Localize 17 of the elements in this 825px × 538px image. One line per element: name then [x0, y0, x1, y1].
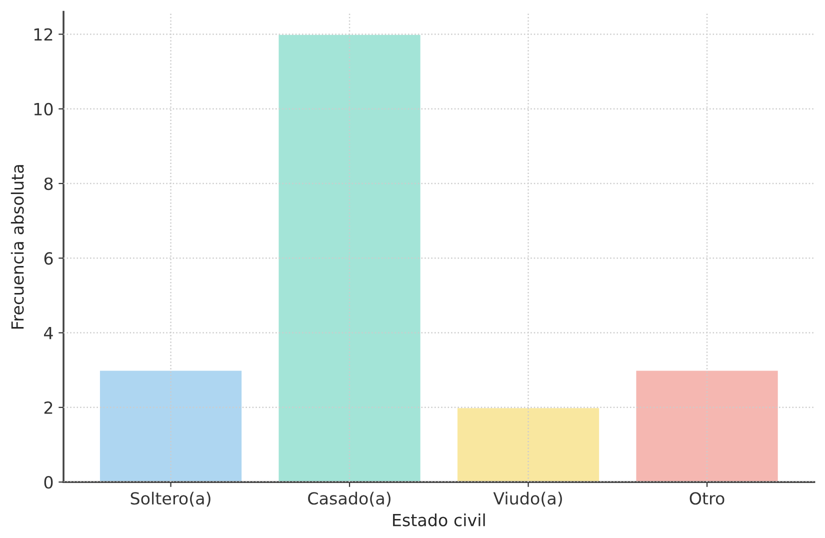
- bar: [277, 34, 422, 482]
- y-tick-label: 6: [44, 252, 53, 265]
- y-tick-label: 10: [34, 102, 53, 116]
- y-tick-label: 0: [44, 476, 53, 489]
- x-tick-label: Casado(a): [308, 492, 390, 507]
- bar: [98, 369, 243, 482]
- y-tick-label: 12: [34, 28, 52, 41]
- x-tick-label: Otro: [690, 492, 724, 505]
- x-axis-title: Estado civil: [393, 513, 485, 526]
- x-tick-label: Soltero(a): [130, 492, 210, 507]
- y-tick-label: 4: [44, 326, 53, 340]
- y-tick-label: 2: [44, 401, 52, 414]
- bar: [456, 406, 600, 482]
- bar: [634, 369, 780, 482]
- y-tick-label: 8: [44, 177, 53, 190]
- y-axis-title: Frecuencia absoluta: [10, 165, 24, 329]
- x-tick-label: Viudo(a): [493, 492, 562, 507]
